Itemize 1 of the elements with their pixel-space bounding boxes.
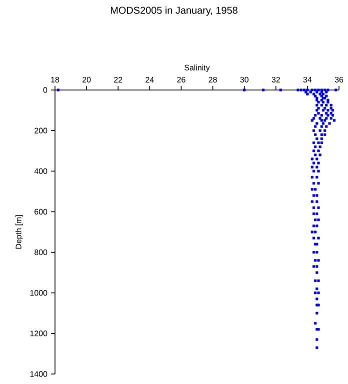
chart-title: MODS2005 in January, 1958 bbox=[110, 6, 238, 16]
